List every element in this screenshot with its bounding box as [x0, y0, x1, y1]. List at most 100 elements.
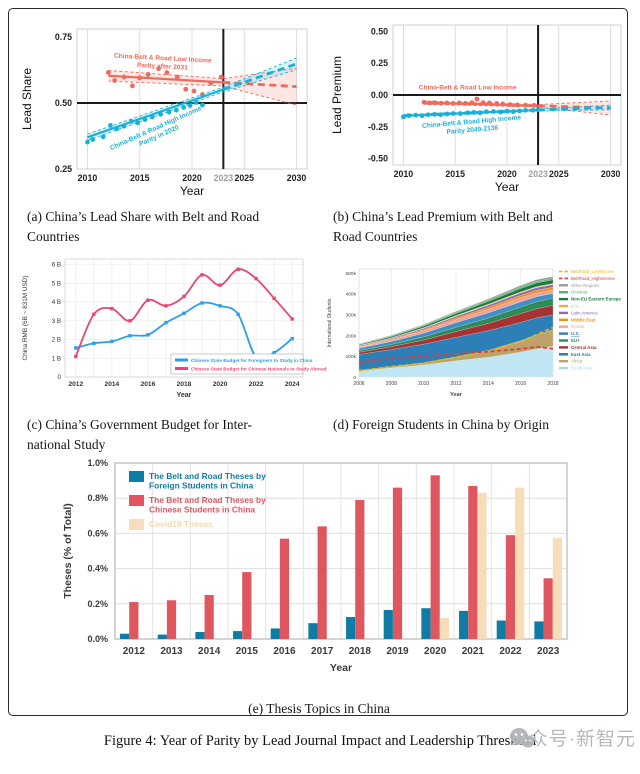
svg-text:3 B: 3 B	[52, 318, 61, 325]
svg-text:200k: 200k	[346, 333, 357, 339]
caption-a-line2: Countries	[27, 229, 80, 245]
svg-text:0.4%: 0.4%	[87, 564, 108, 574]
svg-text:2023: 2023	[528, 169, 548, 179]
watermark-text: 公众号·新智元	[508, 729, 636, 750]
bar-covid19-theses-2023	[552, 537, 562, 639]
bar-the-belt-and-road-theses-by-foreign-students-in-china-2022	[496, 620, 506, 639]
svg-text:4 B: 4 B	[52, 299, 61, 306]
bar-the-belt-and-road-theses-by-foreign-students-in-china-2012	[120, 633, 130, 639]
chart-thesis-topics: 0.0% 0.2% 0.4% 0.6% 0.8% 1.0% 2012 2013 2014 2015…	[62, 458, 568, 674]
bar-the-belt-and-road-theses-by-chinese-students-in-china-2022	[505, 535, 516, 639]
svg-text:Russia: Russia	[571, 324, 585, 329]
svg-text:1.0%: 1.0%	[87, 458, 108, 468]
figure-box: China-Belt & Road Low Income Parity after…	[8, 8, 628, 716]
svg-text:500k: 500k	[346, 271, 357, 277]
caption-b: (b) China’s Lead Premium with Belt and Ro…	[333, 207, 625, 248]
svg-text:300k: 300k	[346, 312, 357, 318]
bar-the-belt-and-road-theses-by-chinese-students-in-china-2012	[129, 602, 139, 639]
bar-covid19-theses-2022	[515, 487, 525, 639]
caption-c-line1: (c) China’s Government Budget for Inter-	[27, 417, 253, 432]
svg-text:2014: 2014	[105, 381, 120, 388]
bar-the-belt-and-road-theses-by-foreign-students-in-china-2018	[346, 617, 356, 639]
svg-text:-0.50: -0.50	[368, 154, 388, 164]
svg-text:Theses (% of Total): Theses (% of Total)	[62, 503, 74, 598]
bar-the-belt-and-road-theses-by-chinese-students-in-china-2017	[317, 526, 327, 639]
svg-text:2013: 2013	[160, 646, 183, 657]
svg-text:0.50: 0.50	[55, 98, 72, 108]
svg-text:The Belt and Road Theses by: The Belt and Road Theses by	[149, 471, 266, 481]
svg-text:Chinese State Budget for Forei: Chinese State Budget for Foreigners to S…	[191, 358, 313, 363]
svg-text:0.50: 0.50	[371, 26, 388, 36]
svg-text:Central Asia: Central Asia	[571, 345, 597, 350]
bar-the-belt-and-road-theses-by-foreign-students-in-china-2019	[383, 609, 393, 639]
svg-text:South Asia: South Asia	[571, 366, 593, 371]
svg-text:The Belt and Road Theses by: The Belt and Road Theses by	[149, 495, 266, 505]
caption-e: (e) Thesis Topics in China	[248, 701, 390, 716]
legend: Chinese State Budget for Foreigners to S…	[170, 353, 327, 375]
svg-text:2030: 2030	[287, 173, 307, 183]
svg-text:2006: 2006	[353, 381, 364, 387]
gridlines	[76, 28, 308, 170]
svg-text:2012: 2012	[450, 381, 461, 387]
caption-a-line1: (a) China’s Lead Share with Belt and Roa…	[27, 209, 260, 224]
svg-text:Covid19 Theses: Covid19 Theses	[149, 519, 213, 529]
svg-text:Oceania: Oceania	[571, 290, 588, 295]
svg-text:2018: 2018	[547, 381, 558, 387]
svg-text:2010: 2010	[418, 381, 429, 387]
svg-text:China RMB (6B ~ 831M USD): China RMB (6B ~ 831M USD)	[22, 275, 29, 360]
svg-text:2010: 2010	[394, 169, 414, 179]
svg-text:0.75: 0.75	[55, 32, 72, 42]
svg-text:2017: 2017	[311, 646, 334, 657]
svg-text:2018: 2018	[349, 646, 372, 657]
svg-text:2015: 2015	[236, 646, 259, 657]
svg-text:2030: 2030	[601, 169, 621, 179]
bar-the-belt-and-road-theses-by-chinese-students-in-china-2021	[468, 485, 478, 639]
svg-text:0: 0	[353, 375, 356, 381]
svg-text:2016: 2016	[273, 646, 296, 657]
axes: 0.25 0.50 0.75 2010 2015 2020 2023 2025 2030 Year…	[20, 32, 306, 198]
svg-text:Non-EU Eastern Europe: Non-EU Eastern Europe	[571, 297, 621, 302]
svg-text:2020: 2020	[424, 646, 447, 657]
bar-the-belt-and-road-theses-by-foreign-students-in-china-2021	[459, 610, 469, 639]
svg-text:2023: 2023	[214, 173, 234, 183]
svg-text:0.00: 0.00	[371, 90, 388, 100]
svg-text:2016: 2016	[141, 381, 156, 388]
svg-text:2 B: 2 B	[52, 337, 61, 344]
svg-text:6 B: 6 B	[52, 262, 61, 269]
svg-text:Chinese Students in China: Chinese Students in China	[149, 505, 255, 515]
bar-the-belt-and-road-theses-by-foreign-students-in-china-2017	[308, 623, 318, 639]
bar-the-belt-and-road-theses-by-foreign-students-in-china-2016	[270, 628, 280, 639]
svg-text:International Students: International Students	[327, 298, 333, 347]
svg-text:Lead Premium: Lead Premium	[330, 56, 344, 134]
bar-the-belt-and-road-theses-by-foreign-students-in-china-2015	[233, 631, 243, 639]
svg-text:Year: Year	[495, 180, 519, 194]
line-beltroad-lowincome	[358, 326, 554, 372]
svg-text:1 B: 1 B	[52, 355, 61, 362]
caption-b-line1: (b) China’s Lead Premium with Belt and	[333, 209, 553, 224]
svg-text:2008: 2008	[386, 381, 397, 387]
svg-text:Chinese State Budget for Chine: Chinese State Budget for Chinese Nationa…	[191, 367, 327, 372]
svg-text:Year: Year	[450, 392, 463, 398]
axes: 0.0% 0.2% 0.4% 0.6% 0.8% 1.0% 2012 2013 2014 2015…	[62, 458, 560, 674]
svg-text:0: 0	[58, 374, 62, 381]
svg-text:2022: 2022	[499, 646, 522, 657]
chart-foreign-students: 0 100k 200k 300k 400k 500k 2006 2008 2010 2012 201…	[327, 268, 621, 398]
svg-text:5 B: 5 B	[52, 280, 61, 287]
axes: 0 100k 200k 300k 400k 500k 2006 2008 2010 2012 201…	[327, 271, 559, 398]
line-beltroad-highincome	[358, 346, 554, 364]
svg-text:2012: 2012	[68, 381, 83, 388]
svg-text:400k: 400k	[346, 292, 357, 298]
bar-the-belt-and-road-theses-by-chinese-students-in-china-2014	[204, 595, 214, 639]
wechat-icon	[509, 727, 535, 747]
svg-text:2023: 2023	[537, 646, 560, 657]
svg-text:0.25: 0.25	[371, 58, 388, 68]
series-china-belt-road-low-income	[105, 66, 297, 106]
svg-text:BeltRoad_HighIncome: BeltRoad_HighIncome	[571, 276, 615, 281]
caption-d: (d) Foreign Students in China by Origin	[333, 417, 549, 432]
caption-a: (a) China’s Lead Share with Belt and Roa…	[27, 207, 319, 248]
svg-text:Parity after 2031: Parity after 2031	[137, 62, 189, 72]
svg-text:Lead Share: Lead Share	[20, 68, 34, 130]
svg-text:Middle East: Middle East	[571, 317, 596, 322]
